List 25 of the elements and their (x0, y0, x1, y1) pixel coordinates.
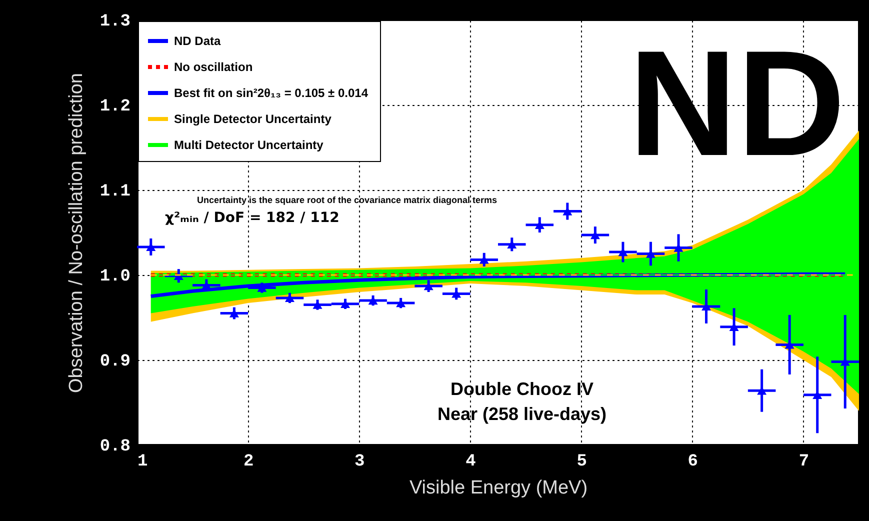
x-tick-label: 7 (798, 452, 810, 472)
y-tick-label: 1.0 (100, 268, 130, 286)
y-axis-title: Observation / No-oscillation prediction (66, 73, 87, 393)
annotation: Uncertainty is the square root of the covariance matrix diagonal terms (196, 195, 498, 205)
y-tick-label: 0.8 (100, 438, 130, 456)
legend-label: ND Data (174, 34, 221, 48)
annotation: ND (628, 19, 846, 187)
annotation: χ²ₘᵢₙ / DoF = 182 / 112 (165, 210, 340, 226)
legend-label: Single Detector Uncertainty (174, 112, 332, 126)
x-tick-label: 2 (243, 452, 254, 472)
legend-label: Multi Detector Uncertainty (174, 138, 324, 152)
x-tick-label: 5 (576, 452, 587, 472)
y-tick-label: 1.2 (100, 98, 130, 116)
annotation: Near (258 live-days) (437, 404, 607, 424)
x-tick-label: 4 (466, 452, 476, 472)
legend-label: Best fit on sin²2θ₁₃ = 0.105 ± 0.014 (174, 86, 368, 100)
y-tick-label: 1.3 (100, 12, 130, 32)
y-tick-label: 1.1 (100, 182, 130, 202)
legend-label: No oscillation (174, 60, 253, 74)
x-tick-label: 6 (688, 452, 698, 472)
annotation: Double Chooz IV (450, 379, 594, 399)
x-tick-label: 1 (138, 452, 148, 472)
x-tick-label: 3 (354, 452, 365, 472)
x-axis-title: Visible Energy (MeV) (409, 478, 588, 498)
y-tick-label: 0.9 (100, 352, 130, 372)
